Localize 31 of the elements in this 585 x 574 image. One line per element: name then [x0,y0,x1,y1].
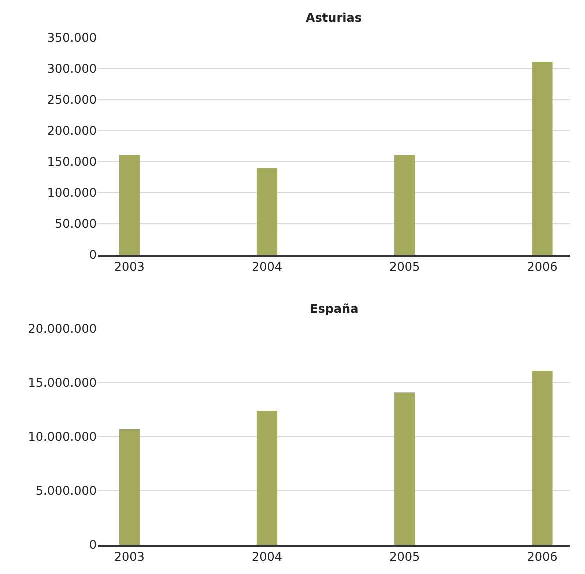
x-tick-label: 2006 [527,550,558,564]
y-tick-label: 100.000 [47,186,97,200]
y-tick-label: 350.000 [47,31,97,46]
y-tick-label: 300.000 [47,62,97,76]
bar [256,410,278,545]
y-tick-label: 0 [89,248,97,262]
bar [256,168,278,256]
y-tick-label: 15.000.000 [28,376,97,390]
y-tick-label: 0 [89,538,97,552]
y-tick-label: 20.000.000 [28,322,97,336]
y-tick-label: 250.000 [47,93,97,108]
y-tick-label: 200.000 [47,124,97,138]
bar [394,155,416,256]
y-tick-label: 50.000 [55,217,97,232]
x-tick-label: 2003 [114,550,145,564]
y-tick-label: 5.000.000 [36,484,97,498]
chart-title: España [310,302,359,316]
bar [532,371,553,545]
x-tick-label: 2006 [527,260,558,274]
bar [119,429,140,545]
bar [119,155,140,256]
x-tick-label: 2005 [390,550,420,564]
chart-title: Asturias [306,11,362,25]
x-tick-label: 2004 [252,260,283,274]
bar [394,392,416,545]
x-tick-label: 2003 [114,260,145,274]
bar [532,62,553,256]
y-tick-label: 150.000 [47,155,97,170]
y-tick-label: 10.000.000 [28,430,97,444]
x-tick-label: 2005 [390,260,420,274]
x-tick-label: 2004 [252,550,283,564]
